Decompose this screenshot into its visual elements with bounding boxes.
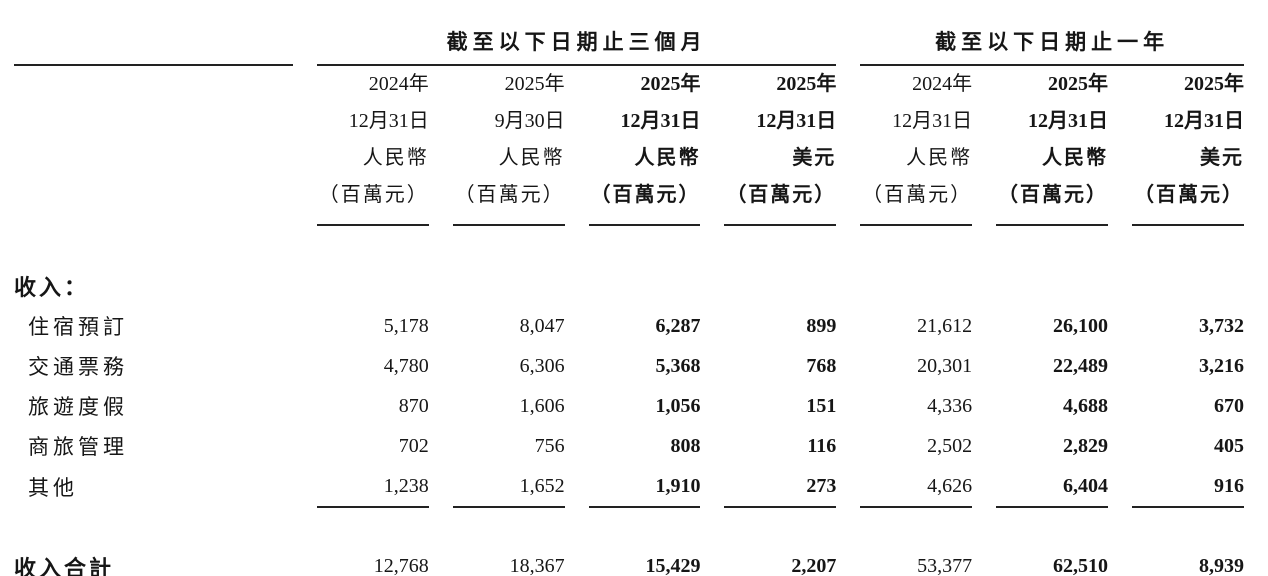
value-cell: 2,829 — [1063, 434, 1109, 457]
value-cell: 670 — [1214, 394, 1244, 417]
row-label: 旅遊度假 — [28, 395, 128, 419]
value-cell: 899 — [806, 314, 837, 337]
value-cell: 405 — [1214, 434, 1244, 457]
value-cell: 26,100 — [1053, 314, 1109, 337]
column-header-2025-09-30-rmb-3m: 2025年 9月30日 人民幣 （百萬元） — [452, 66, 565, 226]
column-header-2025-12-31-rmb-fy: 2025年 12月31日 人民幣 （百萬元） — [996, 66, 1109, 226]
value-cell: 116 — [807, 434, 837, 457]
value-cell: 4,336 — [927, 394, 973, 417]
total-row: 收入合計 12,768 18,367 15,429 2,207 53,377 6… — [14, 544, 1244, 576]
revenue-table: 截至以下日期止三個月 截至以下日期止一年 2024年 12月31日 人民幣 （百… — [0, 14, 1268, 576]
value-cell: 4,780 — [383, 354, 429, 377]
value-cell: 4,688 — [1063, 394, 1109, 417]
table-row-accommodation: 住宿預訂 5,178 8,047 6,287 899 21,612 26,100… — [14, 306, 1244, 346]
column-header-2025-12-31-rmb-3m: 2025年 12月31日 人民幣 （百萬元） — [588, 66, 701, 226]
value-cell: 702 — [398, 434, 429, 457]
value-cell: 1,910 — [588, 466, 701, 508]
value-cell: 916 — [1132, 466, 1244, 508]
section-label: 收入： — [14, 275, 90, 300]
column-header-2025-12-31-usd-3m: 2025年 12月31日 美元 （百萬元） — [724, 66, 837, 226]
value-cell: 21,612 — [917, 314, 973, 337]
value-cell: 808 — [670, 434, 701, 457]
table-row-packaged-tours: 旅遊度假 870 1,606 1,056 151 4,336 4,688 670 — [14, 386, 1244, 426]
group-header-row: 截至以下日期止三個月 截至以下日期止一年 — [14, 14, 1244, 66]
column-header-2024-12-31-rmb-fy: 2024年 12月31日 人民幣 （百萬元） — [860, 66, 973, 226]
value-cell: 1,238 — [316, 466, 429, 508]
corner-cell — [14, 14, 293, 66]
value-cell: 2,502 — [927, 434, 973, 457]
total-value-cell: 18,367 — [453, 544, 565, 576]
column-header-2025-12-31-usd-fy: 2025年 12月31日 美元 （百萬元） — [1132, 66, 1244, 226]
value-cell: 768 — [806, 354, 837, 377]
column-header-row: 2024年 12月31日 人民幣 （百萬元） 2025年 9月30日 人民幣 （… — [14, 66, 1244, 226]
row-label: 住宿預訂 — [28, 315, 128, 339]
value-cell: 22,489 — [1053, 354, 1109, 377]
value-cell: 3,732 — [1199, 314, 1244, 337]
group-header-one-year: 截至以下日期止一年 — [860, 14, 1244, 66]
value-cell: 273 — [724, 466, 837, 508]
column-header-2024-12-31-rmb-3m: 2024年 12月31日 人民幣 （百萬元） — [316, 66, 429, 226]
value-cell: 6,287 — [655, 314, 701, 337]
section-row: 收入： — [14, 226, 1244, 306]
total-value-cell: 8,939 — [1132, 544, 1244, 576]
row-label: 交通票務 — [28, 355, 128, 379]
total-value-cell: 62,510 — [996, 544, 1108, 576]
value-cell: 20,301 — [917, 354, 973, 377]
value-cell: 151 — [806, 394, 837, 417]
row-label: 商旅管理 — [28, 435, 128, 459]
value-cell: 1,606 — [519, 394, 565, 417]
value-cell: 1,652 — [452, 466, 565, 508]
total-value-cell: 12,768 — [317, 544, 429, 576]
value-cell: 6,404 — [996, 466, 1109, 508]
value-cell: 870 — [398, 394, 429, 417]
value-cell: 8,047 — [519, 314, 565, 337]
total-label: 收入合計 — [14, 556, 115, 576]
total-value-cell: 15,429 — [589, 544, 700, 576]
total-value-cell: 53,377 — [860, 544, 972, 576]
table-row-transportation: 交通票務 4,780 6,306 5,368 768 20,301 22,489… — [14, 346, 1244, 386]
value-cell: 756 — [534, 434, 565, 457]
value-cell: 4,626 — [860, 466, 973, 508]
value-cell: 6,306 — [519, 354, 565, 377]
value-cell: 5,178 — [383, 314, 429, 337]
value-cell: 5,368 — [655, 354, 701, 377]
value-cell: 1,056 — [655, 394, 701, 417]
total-value-cell: 2,207 — [724, 544, 836, 576]
label-column-header — [14, 66, 293, 226]
spacer-row — [14, 508, 1244, 544]
row-label: 其他 — [28, 476, 78, 500]
table-row-corporate-travel: 商旅管理 702 756 808 116 2,502 2,829 405 — [14, 426, 1244, 466]
group-header-three-months: 截至以下日期止三個月 — [316, 14, 837, 66]
table-row-others: 其他 1,238 1,652 1,910 273 4,626 6,404 916 — [14, 466, 1244, 508]
value-cell: 3,216 — [1199, 354, 1244, 377]
